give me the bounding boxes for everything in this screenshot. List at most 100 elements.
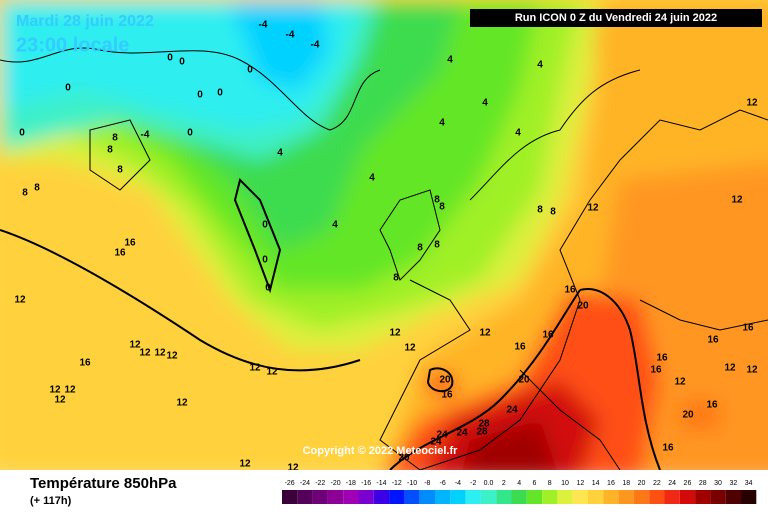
scale-label: 14: [592, 480, 600, 487]
isotherms: [0, 229, 661, 471]
contour-label: 0: [65, 83, 71, 94]
contour-label: 12: [746, 98, 758, 109]
contour-label: 24: [436, 430, 448, 441]
contour-label: -4: [286, 30, 295, 41]
run-box: [470, 9, 762, 27]
scale-swatch: [450, 490, 466, 504]
contour-label: 4: [447, 55, 453, 66]
contour-label: 12: [129, 340, 141, 351]
contour-label: 12: [731, 195, 743, 206]
forecast-time: 23:00 locale: [16, 34, 129, 56]
scale-label: 6: [532, 480, 536, 487]
scale-label: -14: [376, 480, 386, 487]
forecast-date: Mardi 28 juin 2022: [16, 13, 154, 30]
contour-label: 12: [587, 203, 599, 214]
contour-label: 0: [179, 57, 185, 68]
scale-label: -20: [330, 480, 340, 487]
contour-label: 8: [117, 165, 123, 176]
scale-label: 34: [745, 480, 753, 487]
scale-label: -22: [315, 480, 325, 487]
contour-label: 4: [482, 98, 488, 109]
contour-label: 20: [682, 410, 694, 421]
scale-label: -18: [346, 480, 356, 487]
scale-label: 20: [638, 480, 646, 487]
temperature-field: [0, 0, 768, 480]
contour-label: 28: [478, 419, 490, 430]
contour-label: 0: [262, 220, 268, 231]
contour-label: 8: [107, 145, 113, 156]
scale-label: 8: [548, 480, 552, 487]
scale-swatch: [282, 490, 298, 504]
contour-label: 12: [724, 363, 736, 374]
color-scale: -26 -24 -22 -20 -18 -16 -14 -12 -10 -8 -6 -4 -2 0.0 2 4…: [282, 480, 757, 504]
scale-swatch: [572, 490, 588, 504]
scale-label: 22: [653, 480, 661, 487]
contour-label: 12: [479, 328, 491, 339]
contour-label: 12: [54, 395, 66, 406]
contour-label: -4: [259, 20, 268, 31]
scale-label: 16: [607, 480, 615, 487]
contour-label: 12: [176, 398, 188, 409]
scale-swatch: [435, 490, 451, 504]
contour-label: 0: [167, 53, 173, 64]
scale-label: -2: [470, 480, 476, 487]
contour-label: 8: [22, 188, 28, 199]
contour-label: 12: [404, 343, 416, 354]
scale-label: -10: [407, 480, 417, 487]
scale-swatch: [327, 490, 344, 504]
scale-swatch: [511, 490, 527, 504]
contour-label: 24: [430, 437, 442, 448]
contour-label: 0: [262, 255, 268, 266]
contour-label: 12: [266, 367, 278, 378]
copyright: Copyright © 2022 Meteociel.fr: [303, 445, 459, 457]
contour-label: 8: [434, 240, 440, 251]
scale-swatch: [542, 490, 558, 504]
contour-label: 12: [674, 377, 686, 388]
contour-label: 12: [139, 348, 151, 359]
run-info: Run ICON 0 Z du Vendredi 24 juin 2022: [515, 12, 717, 24]
contour-label: 16: [650, 365, 662, 376]
scale-swatch: [312, 490, 328, 504]
contour-label: 0: [197, 90, 203, 101]
scale-swatch: [419, 490, 435, 504]
scale-swatch: [557, 490, 573, 504]
scale-swatch: [649, 490, 665, 504]
contour-label: 12: [49, 385, 61, 396]
contour-label: 8: [434, 195, 440, 206]
contour-label: 16: [114, 248, 126, 259]
scale-label: 12: [576, 480, 584, 487]
contour-label: 16: [124, 238, 136, 249]
scale-label: 10: [561, 480, 569, 487]
scale-label: 24: [668, 480, 676, 487]
contour-label: 4: [332, 220, 338, 231]
contour-label: 8: [537, 205, 543, 216]
scale-swatch: [389, 490, 405, 504]
contour-label: 8: [439, 202, 445, 213]
scale-swatch: [725, 490, 741, 504]
contour-label: 16: [706, 400, 718, 411]
contour-label: -4: [141, 130, 150, 141]
contour-label: 16: [742, 323, 754, 334]
contour-label: 16: [514, 342, 526, 353]
contour-label: 8: [112, 133, 118, 144]
scale-label: 18: [622, 480, 630, 487]
scale-swatch: [679, 490, 696, 504]
scale-label: -4: [455, 480, 461, 487]
contour-label: 4: [439, 118, 445, 129]
lead-time: (+ 117h): [30, 495, 72, 507]
scale-label: 2: [502, 480, 506, 487]
contour-label: 12: [239, 459, 251, 470]
scale-swatch: [297, 490, 313, 504]
contour-label: 12: [166, 351, 178, 362]
scale-swatch: [633, 490, 650, 504]
contour-label: 12: [389, 328, 401, 339]
contour-label: 20: [518, 375, 530, 386]
scale-swatch: [496, 490, 512, 504]
scale-label: 26: [684, 480, 692, 487]
contour-label: 4: [515, 128, 521, 139]
scale-label: 4: [517, 480, 521, 487]
scale-swatch: [664, 490, 680, 504]
contour-label: 8: [393, 273, 399, 284]
scale-label: -26: [285, 480, 295, 487]
contour-label: 12: [154, 348, 166, 359]
